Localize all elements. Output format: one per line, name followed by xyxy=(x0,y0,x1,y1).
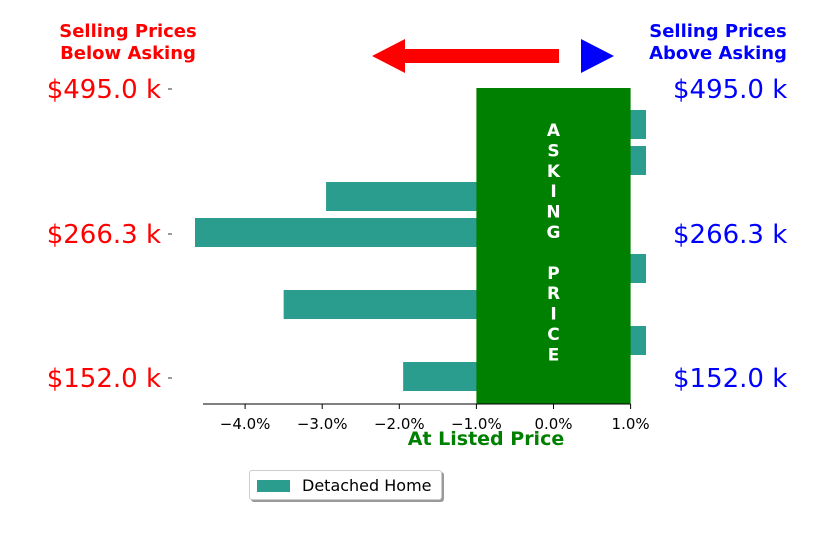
y-tick-label-left: $152.0 k xyxy=(47,364,161,394)
x-tick-label: −1.0% xyxy=(451,415,502,433)
below-asking-header: Selling Prices Below Asking xyxy=(36,21,220,65)
legend-label: Detached Home xyxy=(302,476,432,495)
below-asking-line2: Below Asking xyxy=(60,43,196,64)
x-tick-label: 1.0% xyxy=(612,415,650,433)
asking-price-letter: R xyxy=(547,284,560,304)
asking-price-letter: I xyxy=(550,305,556,325)
y-tick-label-left: $495.0 k xyxy=(47,75,161,105)
above-asking-header: Selling Prices Above Asking xyxy=(626,21,810,65)
asking-price-letter: P xyxy=(547,264,559,284)
asking-price-letter: E xyxy=(548,345,560,365)
asking-price-letter: G xyxy=(547,223,561,243)
x-tick-label: −4.0% xyxy=(220,415,271,433)
asking-price-letter: N xyxy=(546,203,560,223)
x-tick-label: −3.0% xyxy=(297,415,348,433)
above-asking-line1: Selling Prices xyxy=(649,21,787,42)
right-arrow-icon xyxy=(581,39,614,73)
asking-price-letter: C xyxy=(547,325,559,345)
y-tick-label-right: $495.0 k xyxy=(673,75,787,105)
asking-price-letter: A xyxy=(547,121,561,141)
left-arrow-icon xyxy=(372,39,559,73)
above-asking-line2: Above Asking xyxy=(649,43,787,64)
below-asking-line1: Selling Prices xyxy=(59,21,197,42)
asking-price-letter: I xyxy=(550,182,556,202)
x-tick-label: 0.0% xyxy=(534,415,572,433)
x-tick-label: −2.0% xyxy=(374,415,425,433)
asking-price-letter: S xyxy=(547,141,559,161)
asking-price-letter: K xyxy=(547,162,561,182)
y-tick-label-right: $266.3 k xyxy=(673,220,787,250)
legend-swatch xyxy=(257,480,290,492)
x-axis-label: At Listed Price xyxy=(408,428,564,450)
legend: Detached Home xyxy=(249,470,442,500)
y-tick-label-right: $152.0 k xyxy=(673,364,787,394)
y-tick-label-left: $266.3 k xyxy=(47,220,161,250)
asking-price-band xyxy=(476,88,631,404)
